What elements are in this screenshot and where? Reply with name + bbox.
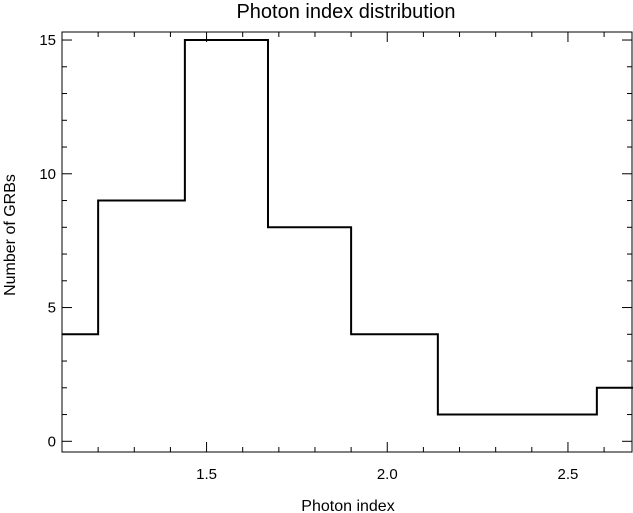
histogram-bar: [185, 40, 268, 441]
y-tick-label: 15: [39, 32, 56, 49]
x-axis-label: Photon index: [301, 498, 394, 513]
x-tick-label: 2.5: [558, 466, 579, 483]
histogram-bar: [98, 201, 185, 442]
x-tick-label: 1.5: [196, 466, 217, 483]
histogram-bar: [62, 334, 98, 441]
minor-ticks: [61, 32, 632, 452]
histogram-bars: [62, 40, 633, 441]
y-tick-label: 0: [48, 433, 56, 450]
major-ticks: [62, 32, 632, 452]
histogram-step-line: [62, 39, 633, 416]
y-axis-label: Number of GRBs: [2, 174, 19, 296]
plot-frame: [61, 31, 633, 453]
x-tick-label: 2.0: [377, 466, 398, 483]
plot-border: [61, 31, 633, 453]
tick-labels: 1.5 2.0 2.5 0 5 10 15: [39, 32, 578, 483]
histogram-bar: [351, 334, 438, 441]
chart-title: Photon index distribution: [236, 1, 455, 23]
y-tick-label: 10: [39, 166, 56, 183]
histogram-bar: [438, 415, 597, 442]
y-tick-label: 5: [48, 300, 56, 317]
histogram-bar: [268, 227, 351, 441]
